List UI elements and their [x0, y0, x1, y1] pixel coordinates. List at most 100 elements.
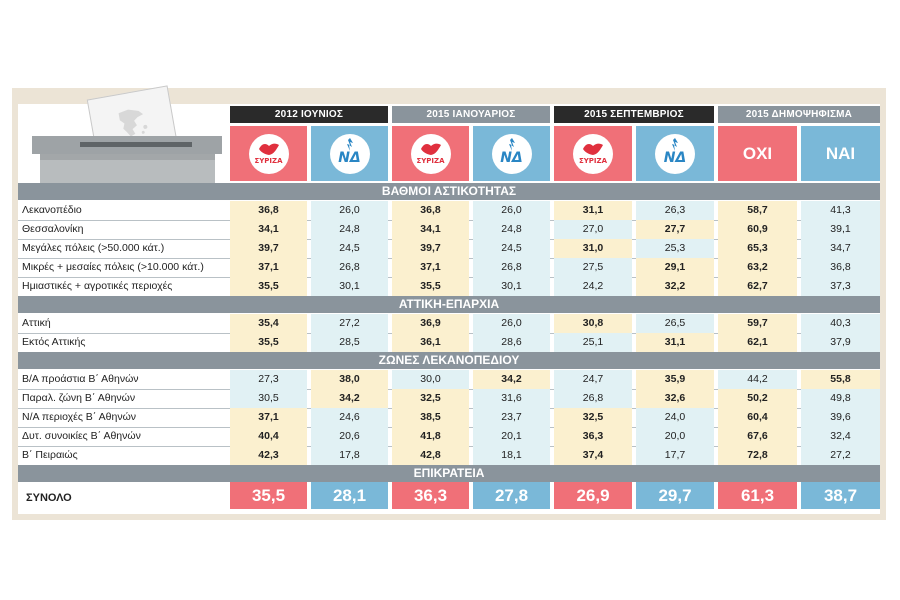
table-cell: 36,1: [392, 333, 469, 352]
syriza-logo-2015-sep: ΣΥΡΙΖΑ: [554, 126, 632, 181]
row-label: Μεγάλες πόλεις (>50.000 κάτ.): [22, 242, 165, 254]
table-cell: 32,4: [801, 427, 880, 446]
nd-logo-2015-sep: ΝΔ: [636, 126, 714, 181]
table-cell: 26,0: [473, 201, 550, 220]
table-cell: 27,5: [554, 258, 632, 277]
total-cell: 28,1: [311, 482, 388, 509]
table-row: Δυτ. συνοικίες Β΄ Αθηνών 40,4 20,6 41,8 20,1…: [18, 427, 880, 447]
table-cell: 28,6: [473, 333, 550, 352]
table-row: Παραλ. ζώνη Β΄ Αθηνών 30,5 34,2 32,5 31,6 26,…: [18, 389, 880, 409]
syriza-logo-2015-jan: ΣΥΡΙΖΑ: [392, 126, 469, 181]
table-cell: 17,8: [311, 446, 388, 465]
table-cell: 25,1: [554, 333, 632, 352]
row-label: Αττική: [22, 317, 51, 329]
table-cell: 62,7: [718, 277, 797, 296]
table-cell: 72,8: [718, 446, 797, 465]
table-cell: 58,7: [718, 201, 797, 220]
header-2015-january: 2015 ΙΑΝΟΥΑΡΙΟΣ: [392, 106, 550, 123]
table-cell: 34,1: [230, 220, 307, 239]
table-cell: 18,1: [473, 446, 550, 465]
table-cell: 24,5: [473, 239, 550, 258]
row-label: Θεσσαλονίκη: [22, 223, 84, 235]
table-cell: 30,1: [473, 277, 550, 296]
table-cell: 20,0: [636, 427, 714, 446]
table-cell: 50,2: [718, 389, 797, 408]
nai-header: ΝΑΙ: [801, 126, 880, 181]
table-cell: 30,0: [392, 370, 469, 389]
ballot-box-shade: [40, 154, 215, 160]
total-label: ΣΥΝΟΛΟ: [26, 492, 72, 504]
table-cell: 37,9: [801, 333, 880, 352]
table-cell: 36,9: [392, 314, 469, 333]
total-cell: 27,8: [473, 482, 550, 509]
table-cell: 34,1: [392, 220, 469, 239]
row-label: Ν/Α περιοχές Β΄ Αθηνών: [22, 411, 137, 423]
table-cell: 24,8: [473, 220, 550, 239]
syriza-label: ΣΥΡΙΖΑ: [254, 156, 283, 165]
syriza-logo-2012: ΣΥΡΙΖΑ: [230, 126, 307, 181]
table-cell: 24,5: [311, 239, 388, 258]
total-cell: 35,5: [230, 482, 307, 509]
header-2012-june: 2012 ΙΟΥΝΙΟΣ: [230, 106, 388, 123]
table-cell: 26,8: [554, 389, 632, 408]
table-cell: 31,6: [473, 389, 550, 408]
table-cell: 26,5: [636, 314, 714, 333]
nai-label: ΝΑΙ: [825, 143, 856, 163]
table-cell: 35,5: [230, 277, 307, 296]
table-row: Μεγάλες πόλεις (>50.000 κάτ.) 39,7 24,5 39,…: [18, 239, 880, 259]
table-cell: 60,9: [718, 220, 797, 239]
table-cell: 38,5: [392, 408, 469, 427]
table-cell: 42,3: [230, 446, 307, 465]
table-cell: 42,8: [392, 446, 469, 465]
total-cell: 29,7: [636, 482, 714, 509]
nd-label: ΝΔ: [500, 149, 523, 166]
section-header: ΒΑΘΜΟΙ ΑΣΤΙΚΟΤΗΤΑΣ: [18, 183, 880, 200]
table-row: Λεκανοπέδιο 36,8 26,0 36,8 26,0 31,1 26,3 58,7 4…: [18, 201, 880, 221]
table-cell: 35,9: [636, 370, 714, 389]
table-cell: 31,0: [554, 239, 632, 258]
table-cell: 38,0: [311, 370, 388, 389]
oxi-label: ΟΧΙ: [742, 143, 773, 163]
table-cell: 27,0: [554, 220, 632, 239]
table-cell: 23,7: [473, 408, 550, 427]
row-label: Εκτός Αττικής: [22, 336, 86, 348]
syriza-label: ΣΥΡΙΖΑ: [416, 156, 445, 165]
greece-map-icon: [118, 109, 148, 137]
table-cell: 36,8: [230, 201, 307, 220]
header-2015-september: 2015 ΣΕΠΤΕΜΒΡΙΟΣ: [554, 106, 714, 123]
table-cell: 39,7: [392, 239, 469, 258]
table-cell: 34,7: [801, 239, 880, 258]
table-cell: 49,8: [801, 389, 880, 408]
table-cell: 32,2: [636, 277, 714, 296]
nd-logo-2012: ΝΔ: [311, 126, 388, 181]
section-header: ΕΠΙΚΡΑΤΕΙΑ: [18, 465, 880, 482]
table-cell: 26,8: [311, 258, 388, 277]
table-row: Αττική 35,4 27,2 36,9 26,0 30,8 26,5 59,7 40,3: [18, 314, 880, 334]
table-cell: 67,6: [718, 427, 797, 446]
section-header: ΖΩΝΕΣ ΛΕΚΑΝΟΠΕΔΙΟΥ: [18, 352, 880, 369]
nd-label: ΝΔ: [663, 149, 687, 166]
table-cell: 35,4: [230, 314, 307, 333]
syriza-flag-icon: [420, 143, 441, 155]
table-cell: 31,1: [554, 201, 632, 220]
table-cell: 36,3: [554, 427, 632, 446]
table-cell: 30,1: [311, 277, 388, 296]
total-cell: 26,9: [554, 482, 632, 509]
table-cell: 37,3: [801, 277, 880, 296]
table-cell: 32,5: [392, 389, 469, 408]
table-cell: 24,6: [311, 408, 388, 427]
table-cell: 32,5: [554, 408, 632, 427]
nd-torch-icon: [672, 137, 678, 151]
table-cell: 29,1: [636, 258, 714, 277]
table-row: Β΄ Πειραιώς 42,3 17,8 42,8 18,1 37,4 17,7 72,8 2…: [18, 446, 880, 466]
table-cell: 30,5: [230, 389, 307, 408]
table-cell: 20,1: [473, 427, 550, 446]
table-cell: 28,5: [311, 333, 388, 352]
oxi-header: ΟΧΙ: [718, 126, 797, 181]
table-cell: 55,8: [801, 370, 880, 389]
table-cell: 39,6: [801, 408, 880, 427]
table-row: Μικρές + μεσαίες πόλεις (>10.000 κάτ.) 37…: [18, 258, 880, 278]
ballot-box-illustration: [20, 84, 225, 184]
table-cell: 26,8: [473, 258, 550, 277]
total-cell: 38,7: [801, 482, 880, 509]
